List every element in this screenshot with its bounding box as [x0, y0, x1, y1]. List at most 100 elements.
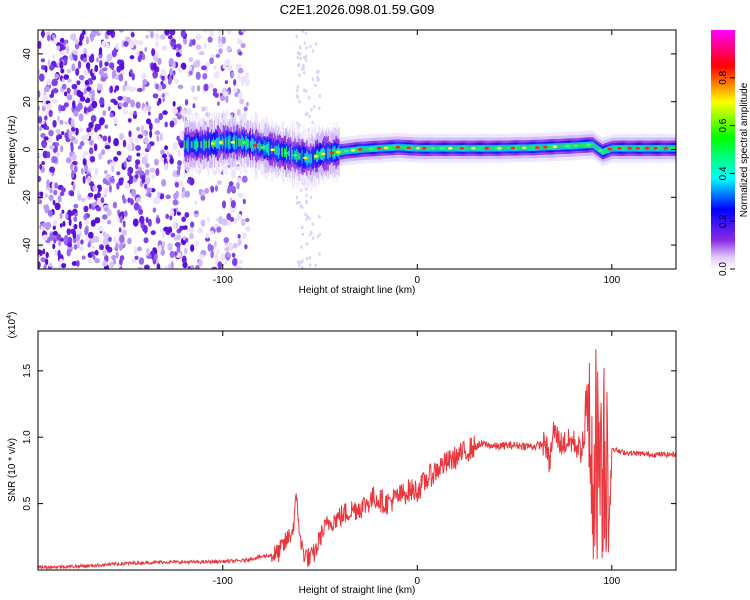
- signal-band: [503, 146, 505, 151]
- noise-blob: [38, 116, 43, 124]
- noise-blob: [122, 220, 126, 228]
- noise-blob: [164, 30, 170, 36]
- noise-blob: [155, 40, 159, 48]
- noise-blob: [54, 182, 58, 189]
- noise-blob: [217, 41, 222, 49]
- signal-band: [625, 146, 627, 151]
- signal-band: [192, 137, 194, 152]
- noise-blob: [84, 79, 90, 86]
- snr-panel: -100 0 100 0.5 1.0 1.5 Height of straight lin…: [6, 312, 677, 596]
- noise-blob: [144, 169, 150, 176]
- noise-blob: [49, 233, 55, 241]
- signal-band: [257, 142, 259, 150]
- noise-blob: [115, 42, 119, 50]
- signal-band: [328, 148, 330, 158]
- signal-band: [401, 145, 403, 150]
- noise-blob: [129, 68, 133, 75]
- noise-blob: [217, 261, 223, 269]
- noise-blob: [174, 251, 178, 256]
- signal-band: [550, 144, 552, 149]
- noise-blob: [52, 219, 58, 228]
- noise-blob: [144, 226, 147, 235]
- noise-blob: [137, 246, 142, 252]
- noise-blob: [311, 120, 314, 125]
- snr-multiplier-close: ): [7, 312, 18, 315]
- noise-blob: [90, 219, 96, 227]
- noise-blob: [172, 142, 178, 150]
- noise-blob: [240, 218, 246, 226]
- noise-blob: [122, 139, 127, 148]
- noise-blob: [216, 180, 223, 185]
- noise-blob: [122, 196, 126, 204]
- signal-band: [495, 146, 497, 151]
- signal-band: [310, 152, 312, 166]
- noise-blob: [46, 179, 50, 188]
- noise-blob: [309, 232, 312, 237]
- noise-blob: [111, 49, 117, 58]
- noise-blob: [54, 73, 59, 80]
- noise-blob: [195, 264, 200, 269]
- noise-blob: [213, 240, 217, 248]
- noise-blob: [178, 67, 183, 73]
- noise-blob: [63, 39, 69, 44]
- noise-blob: [146, 142, 151, 151]
- noise-blob: [98, 30, 103, 34]
- noise-blob: [99, 59, 103, 69]
- noise-blob: [61, 209, 65, 214]
- noise-blob: [164, 265, 168, 269]
- signal-band: [659, 146, 661, 151]
- signal-peak: [459, 147, 465, 150]
- noise-blob: [67, 209, 72, 217]
- noise-blob: [172, 107, 178, 115]
- noise-blob: [161, 153, 167, 159]
- noise-blob: [38, 73, 45, 82]
- noise-blob: [301, 225, 304, 230]
- noise-blob: [39, 125, 42, 132]
- signal-band: [225, 139, 227, 145]
- signal-band: [364, 147, 366, 152]
- noise-blob: [309, 44, 312, 49]
- signal-band: [581, 143, 583, 148]
- noise-blob: [164, 162, 168, 171]
- signal-band: [668, 146, 670, 151]
- noise-blob: [94, 257, 101, 264]
- noise-blob: [214, 185, 219, 192]
- signal-band: [216, 137, 219, 149]
- noise-blob: [40, 132, 46, 139]
- signal-band: [185, 141, 187, 149]
- noise-blob: [304, 54, 308, 59]
- noise-blob: [172, 100, 176, 107]
- signal-band: [651, 146, 653, 151]
- noise-blob: [214, 92, 219, 98]
- noise-blob: [51, 266, 57, 269]
- noise-blob: [177, 160, 182, 167]
- noise-blob: [204, 237, 211, 242]
- noise-blob: [105, 255, 109, 263]
- noise-blob: [62, 220, 66, 227]
- signal-peak: [653, 147, 658, 150]
- noise-blob: [153, 62, 157, 71]
- signal-band: [297, 151, 299, 161]
- noise-blob: [73, 203, 79, 209]
- noise-blob: [134, 136, 139, 145]
- signal-band: [312, 146, 314, 170]
- noise-blob: [224, 58, 229, 66]
- noise-blob: [88, 55, 95, 63]
- signal-band: [307, 151, 309, 165]
- noise-blob: [208, 82, 214, 89]
- signal-band: [577, 143, 579, 148]
- signal-peak: [283, 151, 288, 155]
- signal-band: [290, 146, 292, 163]
- signal-band: [604, 149, 606, 154]
- signal-band: [520, 145, 522, 150]
- signal-band: [373, 146, 375, 151]
- noise-blob: [111, 69, 117, 78]
- signal-band: [559, 144, 561, 149]
- noise-blob: [155, 83, 159, 90]
- noise-blob: [154, 130, 161, 136]
- signal-band: [258, 140, 260, 153]
- noise-blob: [196, 85, 201, 92]
- noise-blob: [75, 68, 80, 76]
- signal-peak: [415, 147, 420, 150]
- signal-band: [648, 146, 650, 151]
